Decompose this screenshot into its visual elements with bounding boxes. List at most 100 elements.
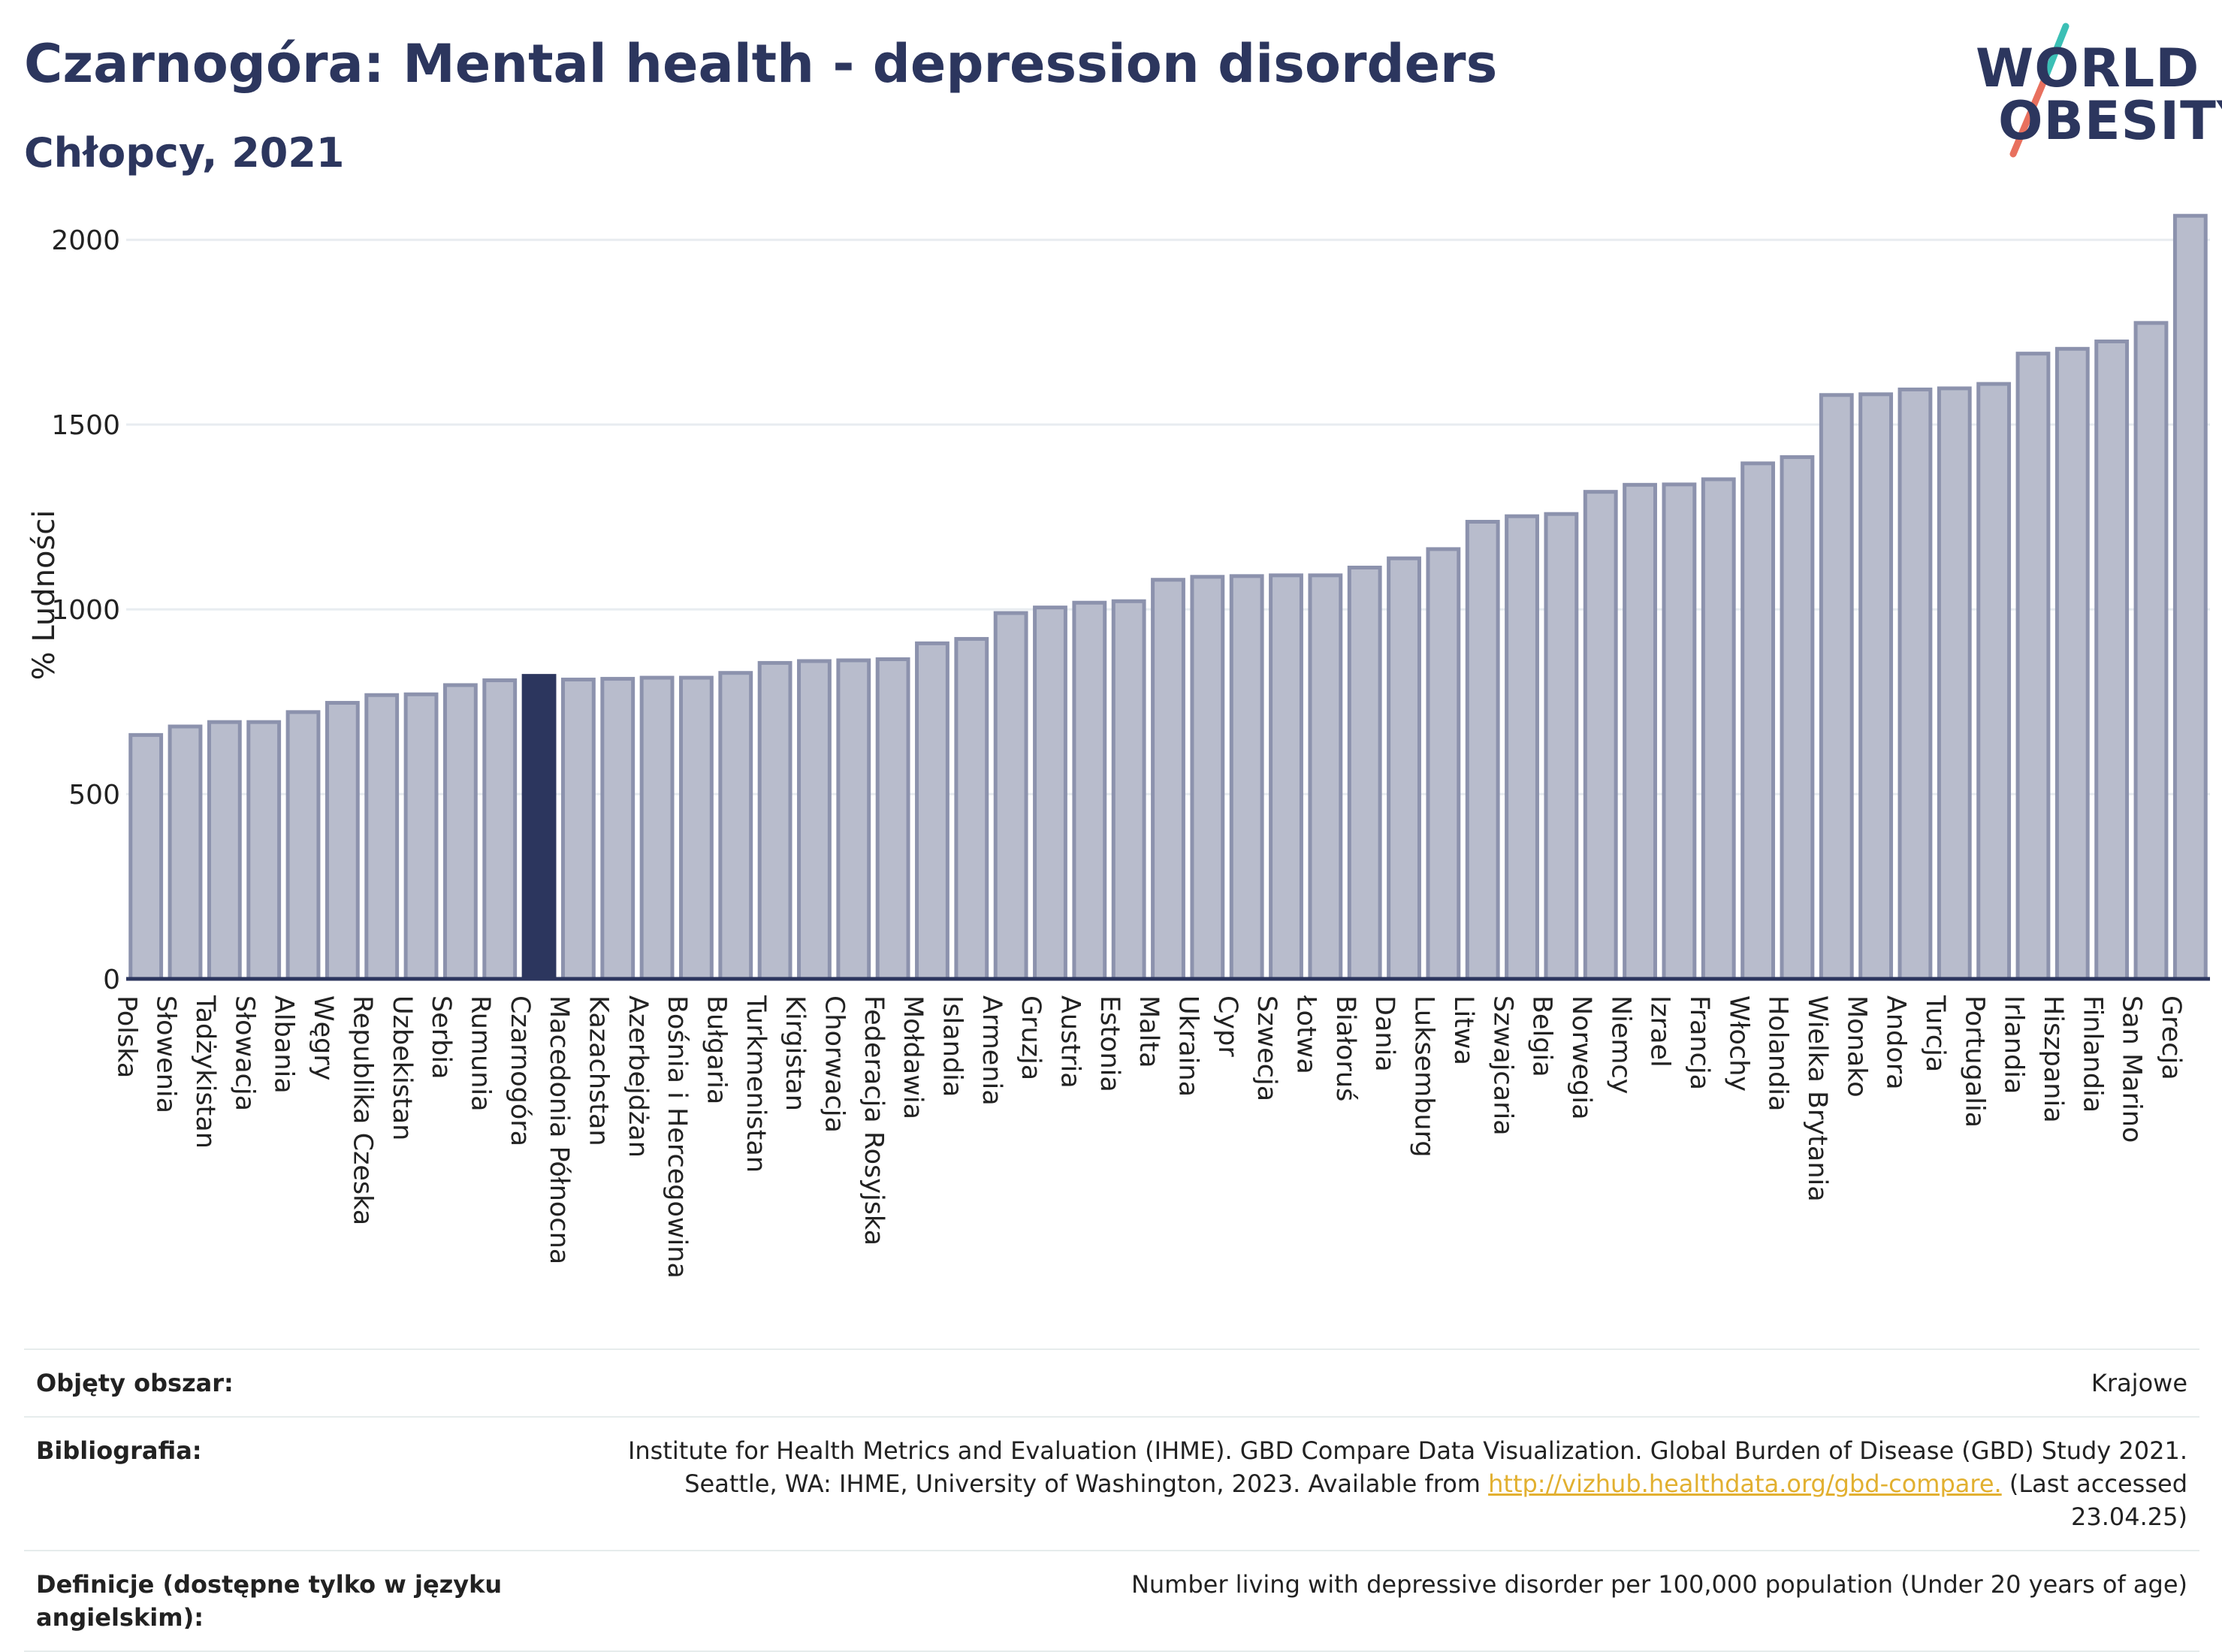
bar	[1544, 512, 1579, 981]
x-tick-label: Armenia	[977, 995, 1007, 1106]
x-tick-label: Uzbekistan	[387, 995, 417, 1140]
bar	[875, 657, 910, 981]
bar	[1819, 393, 1854, 981]
bar	[1269, 573, 1303, 981]
y-tick-label: 500	[68, 780, 120, 811]
bar	[1701, 477, 1736, 981]
bar	[1387, 556, 1421, 981]
x-tick-label: Rumunia	[465, 995, 495, 1112]
bar	[1662, 482, 1697, 981]
bar	[1229, 574, 1264, 981]
y-tick-label: 2000	[51, 225, 120, 256]
x-tick-label: Malta	[1134, 995, 1164, 1068]
bar	[1937, 386, 1972, 981]
x-tick-label: Tadżykistan	[190, 995, 220, 1149]
x-tick-label: Monako	[1841, 995, 1871, 1098]
x-tick-label: Austria	[1055, 995, 1085, 1089]
x-tick-label: Dania	[1369, 995, 1399, 1072]
bar	[639, 675, 675, 981]
y-tick-label: 1000	[51, 595, 120, 626]
x-tick-label: Portugalia	[1959, 995, 1989, 1128]
bar	[128, 732, 164, 981]
x-tick-label: Estonia	[1094, 995, 1125, 1092]
bibliography-text: Institute for Health Metrics and Evaluat…	[627, 1436, 2187, 1498]
x-tick-label: Litwa	[1448, 995, 1478, 1065]
bar	[2094, 339, 2130, 981]
bar	[797, 659, 832, 981]
chart-subtitle: Chłopcy, 2021	[24, 129, 345, 177]
x-tick-label: Słowacja	[229, 995, 259, 1111]
bibliography-label: Bibliografia:	[36, 1436, 202, 1465]
bar	[2133, 321, 2169, 981]
y-tick-label: 0	[103, 965, 120, 995]
bar	[403, 692, 439, 981]
x-tick-label: Szwajcaria	[1487, 995, 1517, 1136]
bibliography-value: Institute for Health Metrics and Evaluat…	[572, 1434, 2187, 1533]
coverage-label: Objęty obszar:	[36, 1369, 234, 1397]
x-tick-label: Słowenia	[151, 995, 181, 1113]
bar	[1740, 461, 1776, 981]
bar	[285, 710, 321, 981]
bar	[2054, 346, 2090, 981]
bar	[1623, 482, 1657, 981]
bar	[718, 671, 753, 981]
x-tick-label: Izrael	[1645, 995, 1675, 1068]
bar	[325, 701, 360, 981]
x-tick-label: Turkmenistan	[741, 995, 771, 1173]
bar	[915, 641, 949, 981]
y-axis-label: % Ludności	[27, 510, 62, 681]
bar	[1111, 599, 1146, 981]
x-tick-label: Republika Czeska	[347, 995, 377, 1225]
x-tick-label: Grecja	[2156, 995, 2186, 1080]
footer-row-bibliography: Bibliografia: Institute for Health Metri…	[24, 1416, 2199, 1550]
x-tick-label: Gruzja	[1016, 995, 1046, 1080]
bar	[954, 636, 989, 981]
x-tick-label: Cypr	[1212, 995, 1242, 1057]
bars	[128, 213, 2208, 981]
axes: 0 500 1000 1500 2000 Polska Słowenia Tadżykista…	[51, 225, 2210, 1279]
x-tick-label: Luksemburg	[1409, 995, 1439, 1158]
x-tick-label: Czarnogóra	[505, 995, 535, 1146]
x-tick-label: Ukraina	[1173, 995, 1203, 1097]
x-tick-label: Polska	[111, 995, 141, 1078]
x-tick-label: San Marino	[2117, 995, 2147, 1143]
bar	[168, 724, 203, 981]
x-tick-label: Turcja	[1920, 995, 1950, 1072]
bar	[679, 675, 714, 981]
bar-highlighted	[521, 674, 557, 981]
x-tick-label: Federacja Rosyjska	[859, 995, 889, 1246]
x-tick-label: Bośnia i Hercegowina	[662, 995, 692, 1279]
bar	[482, 678, 518, 981]
x-tick-label: Kazachstan	[583, 995, 613, 1146]
x-tick-label: Albania	[269, 995, 299, 1094]
footer-row-definitions: Definicje (dostępne tylko w języku angie…	[24, 1550, 2199, 1652]
bar	[1897, 387, 1933, 981]
bar	[442, 683, 478, 981]
x-tick-label: Wielka Brytania	[1802, 995, 1832, 1202]
x-tick-label: Irlandia	[1999, 995, 2029, 1094]
x-tick-label: Francja	[1684, 995, 1714, 1090]
x-tick-label: Włochy	[1723, 995, 1753, 1092]
x-tick-label: Serbia	[426, 995, 456, 1080]
x-tick-label: Islandia	[937, 995, 968, 1097]
logo-slash-icon	[2009, 23, 2070, 158]
bar	[1976, 382, 2012, 981]
bibliography-link[interactable]: http://vizhub.healthdata.org/gbd-compare…	[1488, 1469, 2002, 1498]
bar	[1308, 573, 1343, 981]
chart-title: Czarnogóra: Mental health - depression d…	[24, 33, 1498, 95]
bar	[1072, 600, 1107, 981]
bar	[1033, 606, 1067, 981]
bar	[2015, 352, 2051, 981]
bar	[246, 720, 282, 981]
bibliography-accessed: (Last accessed 23.04.25)	[2001, 1469, 2187, 1531]
bar	[757, 660, 792, 981]
bar	[1465, 520, 1500, 981]
x-tick-label: Niemcy	[1605, 995, 1635, 1095]
bar	[207, 720, 242, 981]
x-tick-label: Węgry	[308, 995, 338, 1080]
x-tick-label: Andora	[1881, 995, 1911, 1090]
x-tick-label: Hiszpania	[2038, 995, 2068, 1123]
logo-word-obesity: OBESITY	[1998, 90, 2222, 152]
bar	[1151, 578, 1185, 981]
bar	[600, 677, 636, 981]
